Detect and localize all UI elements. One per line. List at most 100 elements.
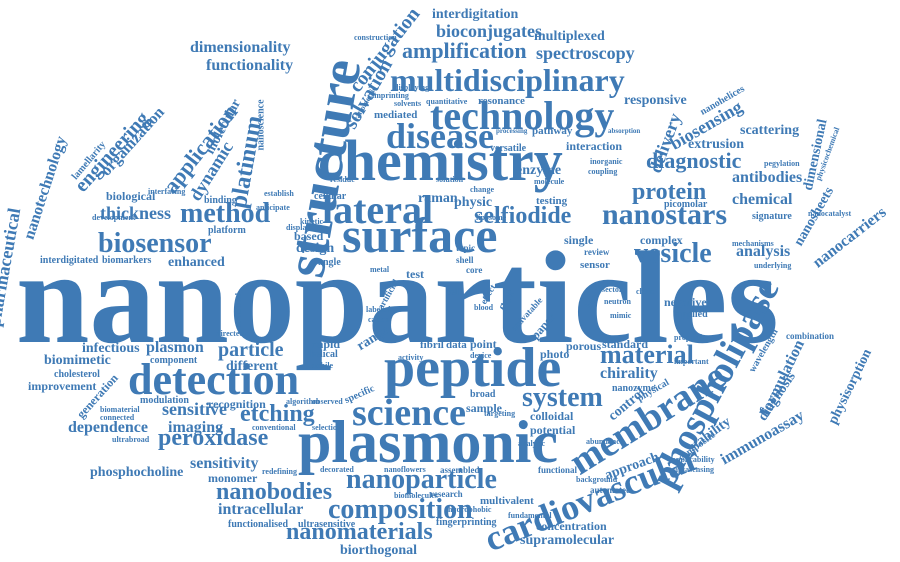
word-pegylation: pegylation	[764, 159, 800, 168]
word-mechanisms: mechanisms	[732, 239, 774, 248]
word-complex: complex	[640, 233, 683, 247]
word-displaying: displaying	[394, 83, 430, 92]
word-dimensionality: dimensionality	[190, 39, 291, 56]
word-hydrophobic: hydrophobic	[448, 505, 492, 514]
word-colloidal: colloidal	[530, 409, 574, 423]
word-directed: directed	[216, 329, 244, 338]
word-design: design	[296, 241, 335, 256]
word-mobile: mobile	[310, 361, 334, 370]
word-spectroscopy: spectroscopy	[536, 43, 635, 63]
word-phosphocholine: phosphocholine	[90, 465, 184, 480]
word-kinetic: kinetic	[300, 217, 324, 226]
word-nanocatalyst: nanocatalyst	[808, 209, 852, 218]
word-plasmon: plasmon	[146, 339, 204, 356]
word-observed: observed	[312, 397, 343, 406]
word-change: change	[470, 185, 494, 194]
word-cholesterol: cholesterol	[54, 369, 100, 380]
word-structural: structural	[234, 292, 244, 328]
word-selection: selection	[312, 423, 342, 432]
word-metal: metal	[370, 265, 390, 274]
word-data: data	[446, 339, 467, 351]
word-combination: combination	[786, 331, 835, 341]
word-chemical: chemical	[732, 191, 793, 208]
word-selfiodide: selfiodide	[474, 203, 572, 229]
word-component: component	[150, 355, 198, 366]
word-interdigitation: interdigitation	[432, 7, 519, 22]
word-system: system	[522, 382, 603, 413]
word-diagnostic: diagnostic	[646, 148, 742, 173]
word-physisorption: physisorption	[825, 346, 876, 427]
word-topic: topic	[456, 243, 475, 253]
word-aptasensing: aptasensing	[674, 465, 715, 474]
word-nanoparticle: nanoparticle	[346, 464, 497, 495]
word-enhanced: enhanced	[168, 255, 225, 270]
word-algorithm: algorithm	[286, 397, 320, 406]
word-functionalised: functionalised	[228, 519, 289, 530]
word-connected: connected	[100, 413, 135, 422]
word-supramolecular: supramolecular	[520, 533, 615, 548]
word-nanobodies: nanobodies	[216, 479, 333, 505]
word-modulation: modulation	[140, 395, 189, 406]
word-functionality: functionality	[206, 57, 294, 74]
word-potential: potential	[530, 423, 576, 437]
word-porous: porous	[566, 339, 602, 353]
word-biomaterial: biomaterial	[100, 405, 140, 414]
word-etching: etching	[240, 401, 315, 427]
word-redefining: redefining	[262, 467, 297, 476]
word-background: background	[576, 475, 618, 484]
word-molecule: molecule	[534, 177, 565, 186]
word-plasmonic: plasmonic	[298, 409, 559, 475]
word-nanoflowers: nanoflowers	[384, 465, 426, 474]
word-establish: establish	[264, 189, 294, 198]
word-fingerprinting: fingerprinting	[436, 517, 497, 528]
word-solvents: solvents	[394, 99, 422, 108]
word-nanoparticles: nanoparticles	[16, 224, 779, 371]
word-sensor: sensor	[580, 259, 610, 271]
word-antibodies: antibodies	[732, 169, 803, 186]
word-multiplexed: multiplexed	[534, 29, 605, 44]
word-picomolar: picomolar	[664, 199, 708, 210]
word-conventional: conventional	[252, 423, 296, 432]
word-processing: processing	[496, 127, 528, 135]
word-based: based	[294, 229, 324, 243]
word-activity: activity	[398, 353, 424, 362]
word-biomarkers: biomarkers	[102, 255, 152, 266]
word-binding: binding	[204, 195, 237, 206]
word-detection: detection	[128, 355, 300, 404]
word-cation: cation	[368, 315, 389, 324]
word-mimic: mimic	[610, 311, 632, 320]
word-different: different	[226, 359, 278, 374]
word-broad: broad	[470, 389, 496, 400]
word-properties: properties	[674, 333, 709, 342]
word-anticipate: anticipate	[256, 203, 290, 212]
word-shell: shell	[456, 255, 474, 265]
word-interdigitated: interdigitated	[40, 255, 99, 266]
word-composition: composition	[328, 494, 473, 525]
word-technology: technology	[430, 93, 615, 138]
word-peroxidase: peroxidase	[158, 425, 269, 451]
word-fundamental: fundamental	[508, 511, 552, 520]
word-angle: angle	[318, 257, 341, 268]
word-review: review	[584, 247, 610, 257]
word-solution: solution	[436, 175, 464, 184]
word-extrusion: extrusion	[688, 137, 744, 152]
word-helical: helical	[310, 349, 338, 360]
word-abundance: abundance	[586, 437, 624, 446]
word-responsive: responsive	[624, 93, 687, 108]
word-biological: biological	[106, 189, 156, 203]
word-particle: particle	[218, 339, 284, 361]
word-raman: raman	[418, 191, 458, 206]
word-blood: blood	[474, 303, 494, 312]
word-important: important	[674, 357, 709, 366]
word-test: test	[406, 267, 424, 281]
word-disease: disease	[386, 116, 494, 156]
word-monomer: monomer	[208, 471, 258, 485]
word-concentration: concentration	[536, 519, 607, 533]
word-thickness: thickness	[100, 203, 172, 223]
word-assembled: assembled	[440, 465, 480, 475]
word-science: science	[352, 392, 466, 434]
word-resonance: resonance	[478, 95, 525, 107]
word-standard: standard	[602, 337, 649, 351]
word-nanoscience: nanoscience	[255, 99, 267, 151]
word-single: single	[564, 233, 594, 247]
